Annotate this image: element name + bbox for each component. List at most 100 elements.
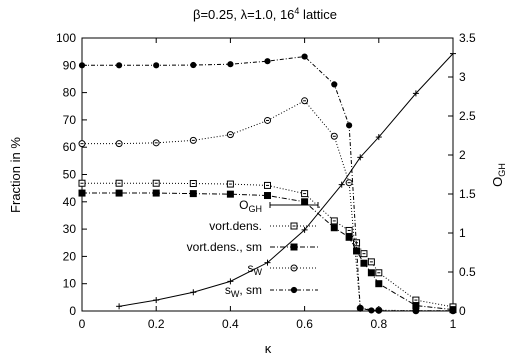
data-point-marker bbox=[302, 199, 308, 205]
y-right-tick-label: 3.5 bbox=[459, 31, 476, 45]
data-point-marker bbox=[291, 244, 297, 250]
data-point-marker bbox=[413, 308, 418, 313]
data-point-marker bbox=[154, 63, 159, 68]
data-point-marker bbox=[332, 82, 337, 87]
data-point-marker bbox=[331, 225, 337, 231]
x-tick-label: 0.4 bbox=[222, 317, 239, 331]
plot-frame bbox=[82, 38, 453, 311]
y-left-tick-label: 10 bbox=[63, 277, 77, 291]
legend-label: vort.dens. bbox=[209, 219, 262, 233]
x-tick-label: 0 bbox=[79, 317, 86, 331]
data-point-marker bbox=[346, 234, 352, 240]
x-tick-label: 0.6 bbox=[296, 317, 313, 331]
series-line bbox=[119, 54, 453, 307]
data-point-marker bbox=[358, 306, 363, 311]
data-point-marker bbox=[79, 180, 85, 186]
data-point-marker bbox=[346, 180, 352, 186]
y-left-tick-label: 90 bbox=[63, 58, 77, 72]
y-left-tick-label: 70 bbox=[63, 113, 77, 127]
data-point-marker bbox=[361, 260, 367, 266]
y-left-tick-label: 20 bbox=[63, 249, 77, 263]
data-point-marker bbox=[331, 133, 337, 139]
y-left-tick-label: 40 bbox=[63, 195, 77, 209]
x-tick-label: 0.2 bbox=[148, 317, 165, 331]
data-point-marker bbox=[191, 62, 196, 67]
y-right-tick-label: 1 bbox=[459, 226, 466, 240]
data-point-marker bbox=[302, 54, 307, 59]
chart-title: β=0.25, λ=1.0, 164 lattice bbox=[193, 6, 337, 22]
data-point-marker bbox=[331, 218, 337, 224]
data-point-marker bbox=[79, 63, 84, 68]
data-point-marker bbox=[368, 270, 374, 276]
data-point-marker bbox=[117, 63, 122, 68]
y-right-tick-label: 3 bbox=[459, 70, 466, 84]
series bbox=[79, 190, 456, 313]
series-line bbox=[82, 193, 453, 310]
legend-label: vort.dens., sm bbox=[187, 240, 262, 254]
data-point-marker bbox=[190, 191, 196, 197]
y-right-tick-label: 0.5 bbox=[459, 265, 476, 279]
data-point-marker bbox=[190, 181, 196, 187]
y-axis-right-label: OGH bbox=[490, 163, 507, 187]
data-point-marker bbox=[116, 180, 122, 186]
data-point-marker bbox=[346, 227, 352, 233]
data-point-marker bbox=[291, 265, 297, 271]
series bbox=[79, 98, 456, 314]
y-left-tick-label: 80 bbox=[63, 86, 77, 100]
legend-entry: sW, sm bbox=[225, 283, 318, 299]
data-point-marker bbox=[369, 308, 374, 313]
data-point-marker bbox=[376, 308, 381, 313]
y-right-tick-label: 2 bbox=[459, 148, 466, 162]
y-axis-left-label: Fraction in % bbox=[8, 137, 23, 213]
data-point-marker bbox=[450, 308, 455, 313]
data-point-marker bbox=[227, 191, 233, 197]
data-point-marker bbox=[116, 141, 122, 147]
data-point-marker bbox=[153, 190, 159, 196]
y-left-tick-label: 50 bbox=[63, 168, 77, 182]
x-tick-label: 0.8 bbox=[370, 317, 387, 331]
series-line bbox=[82, 101, 453, 311]
data-point-marker bbox=[153, 180, 159, 186]
y-left-tick-label: 100 bbox=[56, 31, 76, 45]
data-point-marker bbox=[116, 303, 122, 309]
data-point-marker bbox=[116, 190, 122, 196]
y-left-tick-label: 60 bbox=[63, 140, 77, 154]
data-point-marker bbox=[347, 123, 352, 128]
data-point-marker bbox=[79, 141, 85, 147]
data-point-marker bbox=[227, 181, 233, 187]
y-right-tick-label: 0 bbox=[459, 304, 466, 318]
data-point-marker bbox=[265, 182, 271, 188]
series bbox=[79, 180, 456, 310]
legend-entry: sW bbox=[248, 261, 319, 277]
series-line bbox=[82, 183, 453, 307]
y-left-tick-label: 0 bbox=[69, 304, 76, 318]
series bbox=[116, 51, 456, 310]
y-right-tick-label: 1.5 bbox=[459, 187, 476, 201]
legend-label: OGH bbox=[239, 198, 262, 214]
y-left-tick-label: 30 bbox=[63, 222, 77, 236]
data-point-marker bbox=[265, 117, 271, 123]
data-point-marker bbox=[227, 132, 233, 138]
legend-entry: vort.dens., sm bbox=[187, 240, 318, 254]
x-tick-label: 1 bbox=[450, 317, 457, 331]
data-point-marker bbox=[376, 281, 382, 287]
data-point-marker bbox=[361, 251, 367, 257]
legend-label: sW bbox=[248, 261, 263, 277]
legend-entry: vort.dens. bbox=[209, 219, 318, 233]
data-point-marker bbox=[302, 98, 308, 104]
data-point-marker bbox=[265, 59, 270, 64]
data-point-marker bbox=[153, 297, 159, 303]
data-point-marker bbox=[302, 191, 308, 197]
x-axis-label: κ bbox=[265, 341, 272, 356]
data-point-marker bbox=[153, 140, 159, 146]
data-point-marker bbox=[265, 193, 271, 199]
y-right-tick-label: 2.5 bbox=[459, 109, 476, 123]
data-point-marker bbox=[291, 223, 297, 229]
data-point-marker bbox=[291, 287, 296, 292]
data-point-marker bbox=[190, 137, 196, 143]
data-point-marker bbox=[228, 62, 233, 67]
data-point-marker bbox=[368, 259, 374, 265]
data-point-marker bbox=[376, 270, 382, 276]
data-point-marker bbox=[190, 289, 196, 295]
